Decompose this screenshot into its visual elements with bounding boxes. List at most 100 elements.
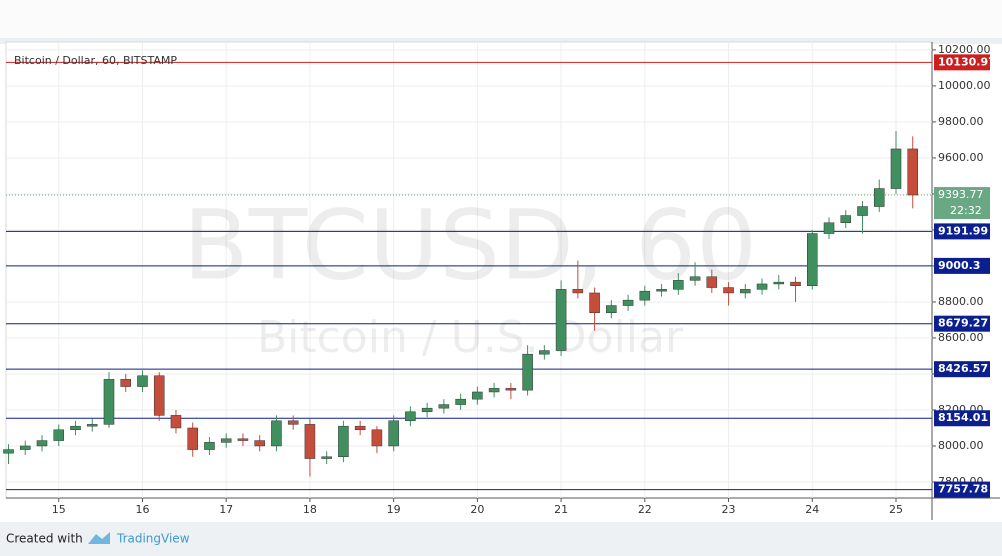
x-tick-label: 21 [554,503,568,516]
y-tick-label: 10000.00 [938,79,991,92]
level-label-bg [934,315,990,332]
top-bar [0,0,1002,38]
footer-bar [0,522,1002,556]
candle-body [86,424,98,427]
levels [6,61,932,491]
candle-body [321,456,332,459]
candle-body [656,289,667,292]
candle-body [237,438,249,441]
y-tick-label: 10200.00 [938,43,991,56]
watermark-symbol: BTCUSD, 60 [183,189,757,301]
candle-body [421,407,433,413]
candle-body [622,299,634,306]
candle-body [137,375,148,387]
x-tick-label: 18 [303,503,317,516]
chart-title: Bitcoin / Dollar, 60, BITSTAMP [14,54,177,67]
candle-body [53,429,65,441]
candle-body [3,449,14,454]
x-tick-label: 20 [470,503,484,516]
level-label: 10130.97 [938,55,996,68]
y-tick-label: 8800.00 [938,295,984,308]
candle-body [740,289,751,294]
candle-body [806,233,818,287]
candle-body [187,427,198,450]
candle-body [354,425,366,431]
candle-body [689,276,701,281]
candle-body [639,290,651,301]
candle-body [287,420,299,425]
plot-area [5,41,933,499]
candle-body [723,287,734,294]
candle-body [254,440,265,447]
x-tick-label: 17 [219,503,233,516]
level-label: 8426.57 [938,362,988,375]
y-tick-label: 9600.00 [938,151,984,164]
candle-body [823,222,835,234]
candle-body [120,379,132,387]
candle-body [840,215,852,223]
candle-body [907,148,919,196]
level-label-bg [934,257,990,274]
x-tick-label: 24 [805,503,819,516]
candle-body [673,280,684,290]
candle-body [890,148,902,189]
candle-body [555,289,567,351]
candle-body [220,438,232,443]
y-tick-label: 9800.00 [938,115,984,128]
footer-brand[interactable]: TradingView [116,532,190,546]
candle-body [472,391,483,400]
candle-body [170,415,182,429]
last-price-label: 9393.77 [938,188,984,201]
candle-body [338,425,349,458]
candle-body [371,429,383,447]
y-tick-label: 8600.00 [938,331,984,344]
candle-body [103,379,115,425]
level-label-bg [934,410,990,427]
level-label: 7757.78 [938,483,988,496]
candle-body [36,440,48,447]
candle-body [773,281,785,285]
candle-body [873,188,885,207]
level-label: 9000.3 [938,259,980,272]
candle-body [706,276,718,288]
candle-body [204,442,215,450]
candle-body [488,388,500,393]
x-tick-label: 19 [387,503,401,516]
candle-body [505,388,517,391]
candle-body [606,305,617,314]
x-tick-label: 23 [722,503,736,516]
candle-body [438,404,450,409]
last-price-bg [934,187,990,220]
candle-body [539,350,550,355]
x-tick-label: 16 [135,503,149,516]
level-label-bg [934,54,990,71]
candle-body [756,283,768,290]
level-label: 9191.99 [938,224,988,237]
x-tick-label: 15 [52,503,66,516]
candle-body [153,375,165,416]
y-tick-label: 8000.00 [938,439,984,452]
tradingview-logo [88,532,110,544]
level-label: 8154.01 [938,411,988,424]
candle-body [388,420,399,447]
candle-body [857,206,868,216]
level-label-bg [934,481,990,498]
candle-body [522,353,533,391]
x-tick-label: 25 [889,503,903,516]
candle-body [304,424,316,459]
level-label-bg [934,223,990,240]
candles [3,130,919,477]
axis-labels: 7800.008000.008200.008400.008600.008800.… [52,43,996,516]
countdown-label: 22:32 [950,204,982,217]
level-label-bg [934,361,990,378]
top-border [0,38,1002,44]
level-label: 8679.27 [938,317,988,330]
candle-body [19,445,31,450]
candle-body [790,281,801,287]
candle-body [572,289,584,294]
candle-body [405,411,416,422]
footer-text: Created with [6,532,83,546]
candle-body [70,425,81,431]
